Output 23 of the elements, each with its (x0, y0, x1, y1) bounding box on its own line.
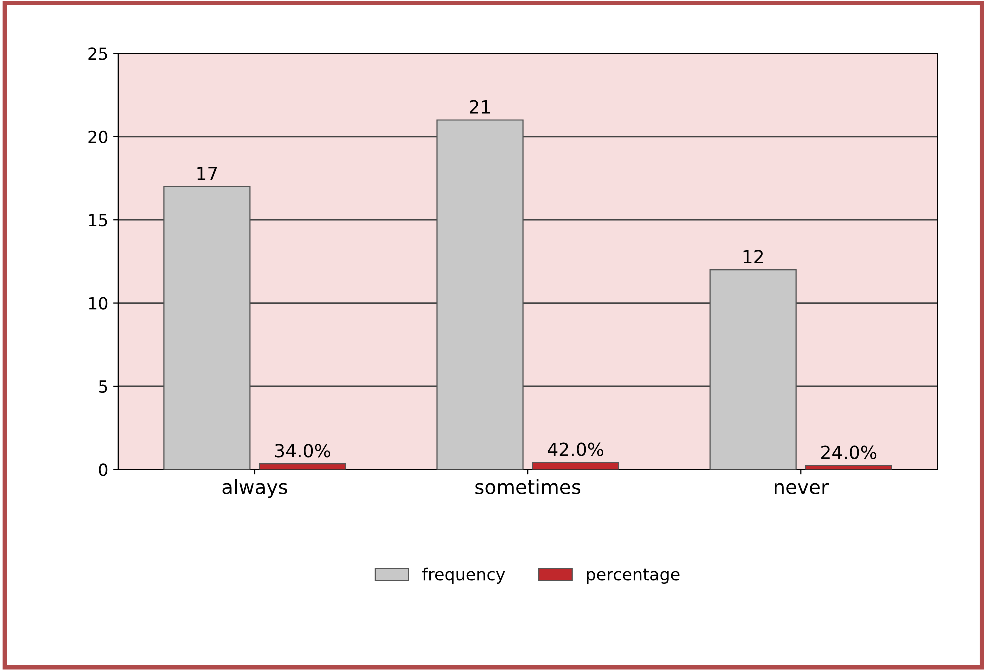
y-tick-label: 20 (88, 130, 108, 144)
y-tick-label: 10 (89, 297, 108, 310)
x-tick-label: always (222, 479, 288, 498)
bar (259, 463, 346, 470)
data-label: 21 (470, 100, 490, 114)
bar (710, 269, 797, 470)
x-tick-label: sometimes (476, 479, 581, 494)
bar (436, 120, 524, 470)
data-label: 42.0% (548, 442, 604, 456)
bar (164, 186, 251, 470)
data-label: 17 (198, 167, 218, 180)
bar (532, 462, 620, 470)
y-tick-label: 15 (89, 214, 108, 227)
y-tick-label: 0 (99, 464, 108, 476)
data-label: 24.0% (822, 446, 877, 460)
y-tick-label: 5 (99, 380, 108, 394)
x-tick-label: never (775, 483, 829, 494)
data-label: 12 (744, 250, 764, 264)
y-tick-label: 25 (88, 48, 108, 60)
data-label: 34.0% (275, 444, 330, 458)
legend-label: frequency (422, 568, 506, 584)
legend-label: percentage (587, 568, 680, 584)
bar (805, 465, 892, 470)
